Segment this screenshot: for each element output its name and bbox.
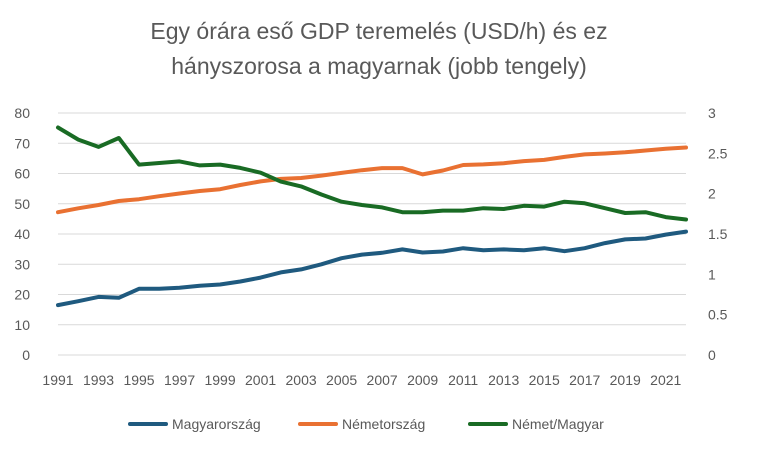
x-tick-label: 2017 xyxy=(569,372,600,388)
legend-label: Németország xyxy=(342,416,425,432)
x-tick-label: 1997 xyxy=(164,372,195,388)
left-y-tick-label: 50 xyxy=(14,196,30,212)
right-y-tick-label: 0.5 xyxy=(708,307,728,323)
left-y-tick-label: 10 xyxy=(14,317,30,333)
chart-title: Egy órára eső GDP teremelés (USD/h) és e… xyxy=(0,14,758,84)
legend: Magyarország Németország Német/Magyar xyxy=(128,416,604,432)
series-line-2 xyxy=(56,125,688,222)
chart-title-line-2: hányszorosa a magyarnak (jobb tengely) xyxy=(171,53,587,79)
x-tick-label: 2021 xyxy=(650,372,681,388)
right-y-tick-label: 1 xyxy=(708,266,716,282)
legend-label: Magyarország xyxy=(172,416,261,432)
left-y-tick-label: 0 xyxy=(22,347,30,363)
x-tick-label: 2019 xyxy=(610,372,641,388)
x-tick-label: 2013 xyxy=(488,372,519,388)
right-y-axis: 0 0.5 1 1.5 2 2.5 3 xyxy=(708,105,728,363)
x-axis: 1991 1993 1995 1997 1999 2001 2003 2005 2007 2009… xyxy=(42,372,681,388)
x-tick-label: 2007 xyxy=(367,372,398,388)
right-y-tick-label: 0 xyxy=(708,347,716,363)
right-y-tick-label: 2 xyxy=(708,186,716,202)
right-y-tick-label: 3 xyxy=(708,105,716,121)
series-line-1 xyxy=(56,145,688,215)
x-tick-label: 2001 xyxy=(245,372,276,388)
left-y-tick-label: 20 xyxy=(14,287,30,303)
gridlines xyxy=(58,112,686,356)
right-y-tick-label: 1.5 xyxy=(708,226,728,242)
x-tick-label: 2011 xyxy=(448,372,478,388)
x-tick-label: 1993 xyxy=(83,372,114,388)
x-tick-label: 2015 xyxy=(529,372,560,388)
series-lines xyxy=(56,125,688,308)
left-y-tick-label: 30 xyxy=(14,256,30,272)
x-tick-label: 1991 xyxy=(42,372,73,388)
left-y-axis: 0 10 20 30 40 50 60 70 80 xyxy=(14,105,30,363)
left-y-tick-label: 40 xyxy=(14,226,30,242)
x-tick-label: 1999 xyxy=(204,372,235,388)
x-tick-label: 2009 xyxy=(407,372,438,388)
x-tick-label: 2003 xyxy=(286,372,317,388)
series-line-0 xyxy=(56,229,688,308)
x-tick-label: 1995 xyxy=(123,372,154,388)
x-tick-label: 2005 xyxy=(326,372,357,388)
left-y-tick-label: 60 xyxy=(14,166,30,182)
right-y-tick-label: 2.5 xyxy=(708,145,728,161)
left-y-tick-label: 80 xyxy=(14,105,30,121)
legend-label: Német/Magyar xyxy=(512,416,604,432)
left-y-tick-label: 70 xyxy=(14,135,30,151)
chart-title-line-1: Egy órára eső GDP teremelés (USD/h) és e… xyxy=(150,18,608,44)
